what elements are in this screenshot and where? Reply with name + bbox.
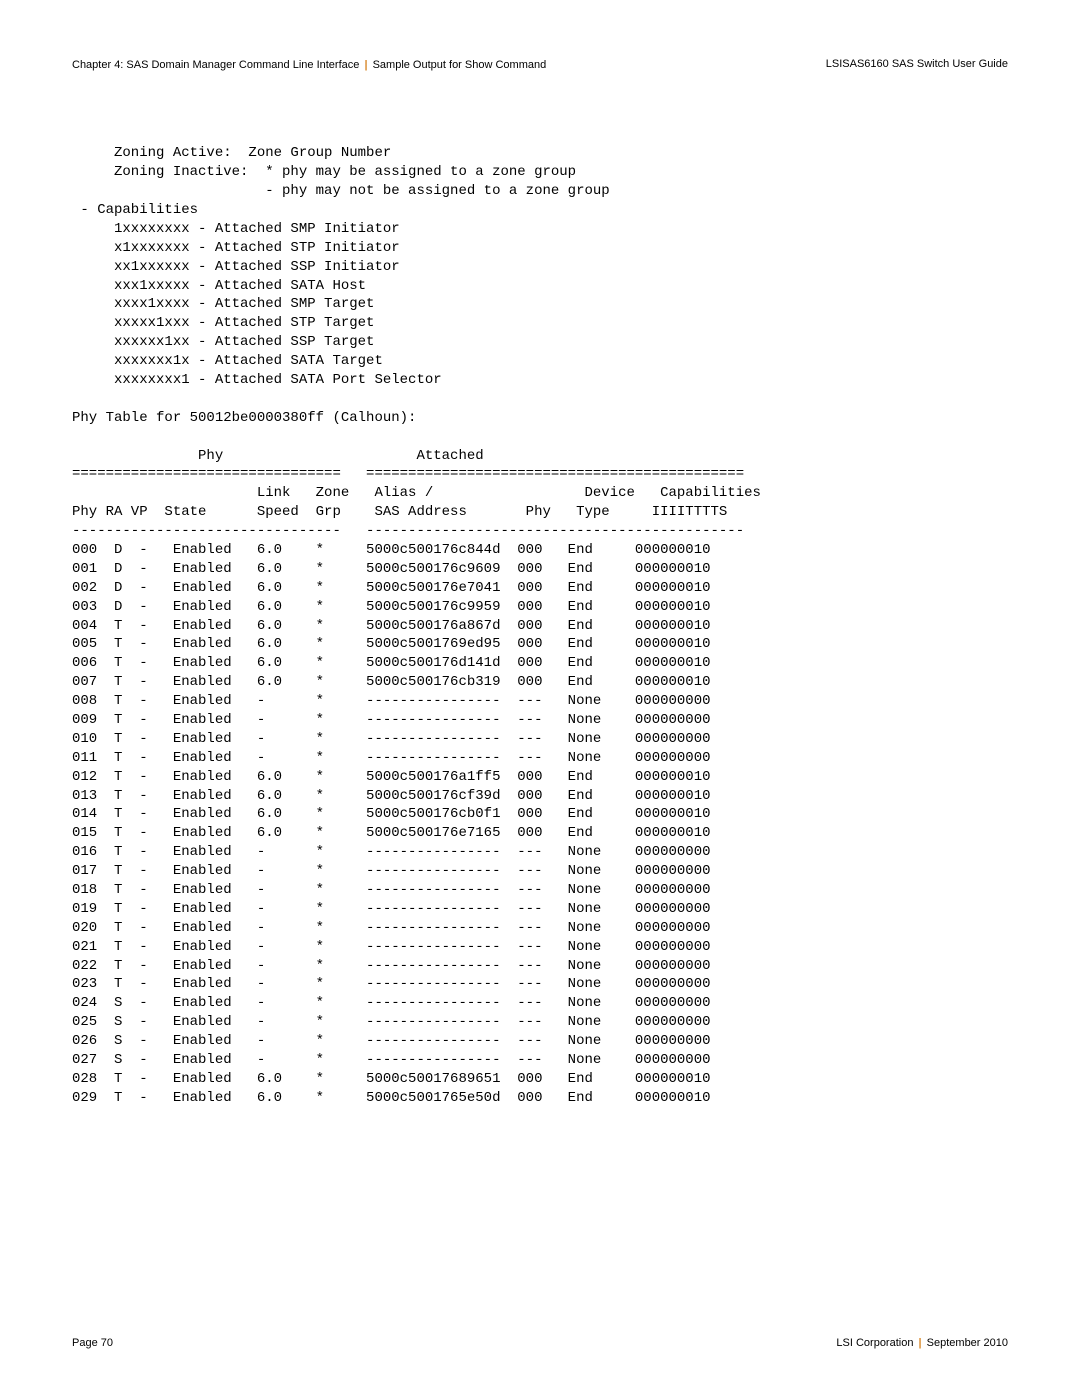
page-footer: Page 70 LSI Corporation | September 2010	[72, 1337, 1008, 1349]
footer-date: September 2010	[927, 1337, 1008, 1349]
terminal-output: Zoning Active: Zone Group Number Zoning …	[72, 144, 1008, 1107]
header-doc-title: LSISAS6160 SAS Switch User Guide	[826, 58, 1008, 72]
separator-icon: |	[364, 59, 367, 71]
footer-page: Page 70	[72, 1337, 113, 1349]
page-header: Chapter 4: SAS Domain Manager Command Li…	[72, 58, 1008, 72]
header-section: Sample Output for Show Command	[373, 59, 547, 71]
separator-icon: |	[919, 1337, 922, 1349]
header-chapter: Chapter 4: SAS Domain Manager Command Li…	[72, 59, 359, 71]
footer-company: LSI Corporation	[836, 1337, 913, 1349]
footer-right: LSI Corporation | September 2010	[836, 1337, 1008, 1349]
header-left: Chapter 4: SAS Domain Manager Command Li…	[72, 58, 546, 72]
